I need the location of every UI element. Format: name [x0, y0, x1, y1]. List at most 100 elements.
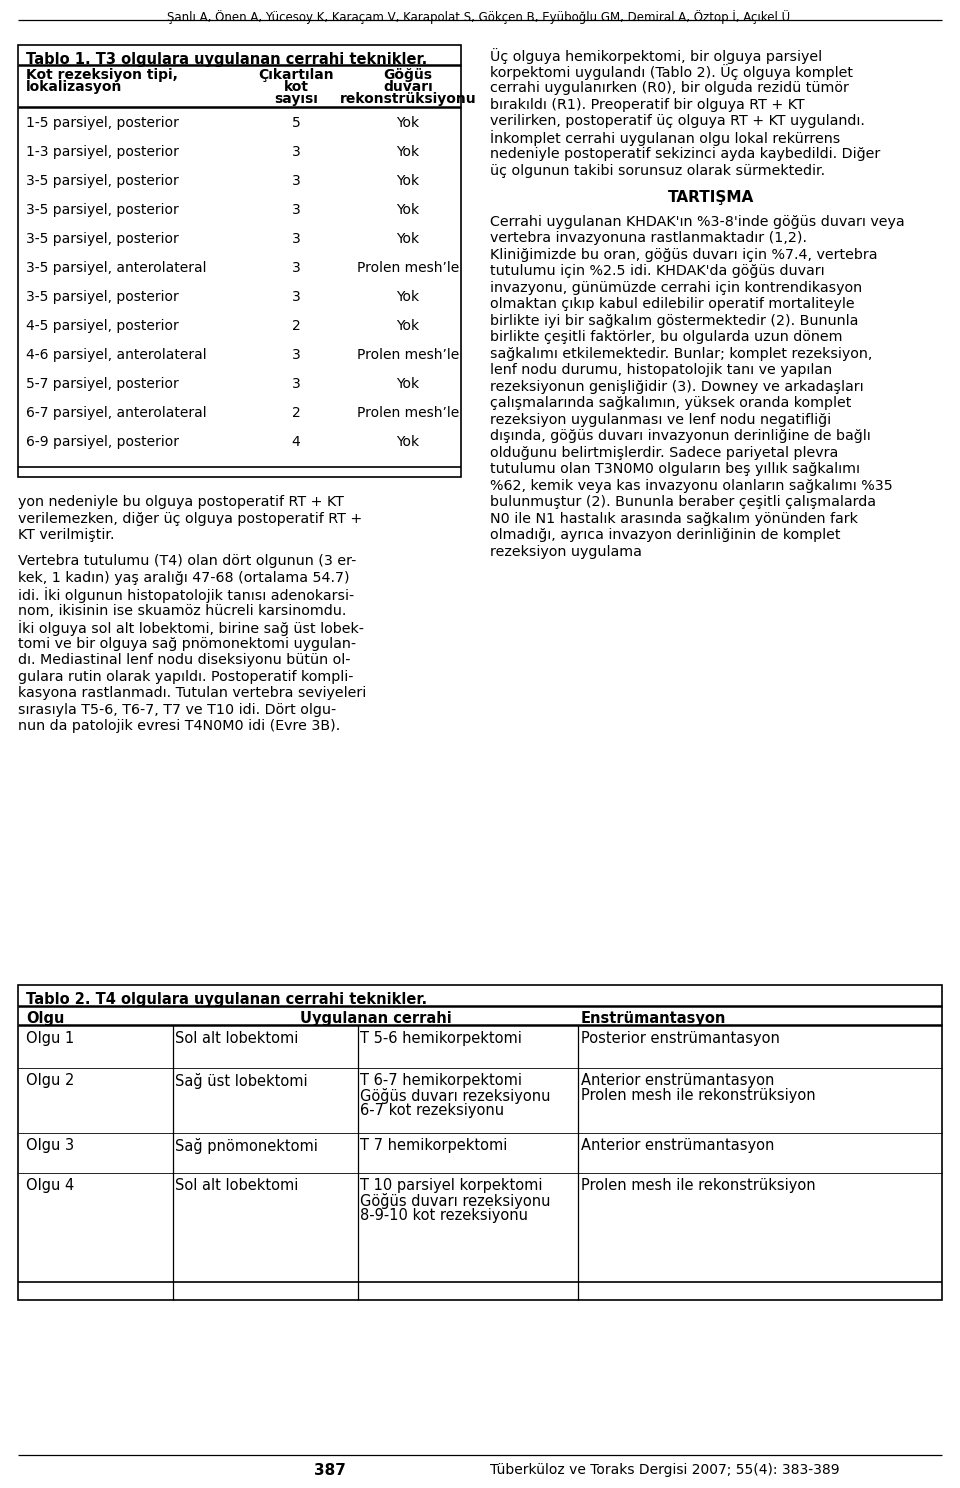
Text: nom, ikisinin ise skuamöz hücreli karsinomdu.: nom, ikisinin ise skuamöz hücreli karsin…	[18, 604, 347, 618]
Text: rekonstrüksiyonu: rekonstrüksiyonu	[340, 92, 476, 106]
Text: dı. Mediastinal lenf nodu diseksiyonu bütün ol-: dı. Mediastinal lenf nodu diseksiyonu bü…	[18, 653, 350, 668]
Text: 5-7 parsiyel, posterior: 5-7 parsiyel, posterior	[26, 376, 179, 391]
Text: Olgu 3: Olgu 3	[26, 1138, 74, 1153]
Text: kek, 1 kadın) yaş aralığı 47-68 (ortalama 54.7): kek, 1 kadın) yaş aralığı 47-68 (ortalam…	[18, 571, 349, 585]
Text: verilemezken, diğer üç olguya postoperatif RT +: verilemezken, diğer üç olguya postoperat…	[18, 512, 362, 525]
Text: birlikte çeşitli faktörler, bu olgularda uzun dönem: birlikte çeşitli faktörler, bu olgularda…	[490, 330, 843, 344]
Text: çalışmalarında sağkalımın, yüksek oranda komplet: çalışmalarında sağkalımın, yüksek oranda…	[490, 396, 852, 411]
Text: verilirken, postoperatif üç olguya RT + KT uygulandı.: verilirken, postoperatif üç olguya RT + …	[490, 115, 865, 128]
Text: Sol alt lobektomi: Sol alt lobektomi	[175, 1031, 299, 1046]
Text: tomi ve bir olguya sağ pnömonektomi uygulan-: tomi ve bir olguya sağ pnömonektomi uygu…	[18, 637, 356, 650]
Text: Yok: Yok	[396, 174, 420, 187]
Text: Anterior enstrümantasyon: Anterior enstrümantasyon	[581, 1138, 775, 1153]
Text: KT verilmiştir.: KT verilmiştir.	[18, 528, 114, 542]
Text: 2: 2	[292, 318, 300, 333]
Text: kasyona rastlanmadı. Tutulan vertebra seviyeleri: kasyona rastlanmadı. Tutulan vertebra se…	[18, 686, 367, 701]
Text: 3: 3	[292, 174, 300, 187]
Text: sayısı: sayısı	[274, 92, 318, 106]
Text: 1-5 parsiyel, posterior: 1-5 parsiyel, posterior	[26, 116, 179, 129]
Text: 3-5 parsiyel, posterior: 3-5 parsiyel, posterior	[26, 232, 179, 246]
Text: Olgu: Olgu	[26, 1010, 64, 1027]
Text: Prolen mesh ile rekonstrüksiyon: Prolen mesh ile rekonstrüksiyon	[581, 1088, 816, 1103]
Text: sağkalımı etkilemektedir. Bunlar; komplet rezeksiyon,: sağkalımı etkilemektedir. Bunlar; komple…	[490, 347, 873, 360]
Bar	[18, 985, 942, 1301]
Text: 3: 3	[292, 260, 300, 275]
Text: bırakıldı (R1). Preoperatif bir olguya RT + KT: bırakıldı (R1). Preoperatif bir olguya R…	[490, 98, 804, 112]
Text: Sağ pnömonektomi: Sağ pnömonektomi	[175, 1138, 318, 1155]
Text: idi. İki olgunun histopatolojik tanısı adenokarsi-: idi. İki olgunun histopatolojik tanısı a…	[18, 588, 354, 603]
Text: TARTIŞMA: TARTIŞMA	[668, 190, 755, 205]
Text: Sol alt lobektomi: Sol alt lobektomi	[175, 1178, 299, 1193]
Text: Vertebra tutulumu (T4) olan dört olgunun (3 er-: Vertebra tutulumu (T4) olan dört olgunun…	[18, 555, 356, 568]
Text: Yok: Yok	[396, 318, 420, 333]
Text: Enstrümantasyon: Enstrümantasyon	[581, 1010, 727, 1027]
Text: İki olguya sol alt lobektomi, birine sağ üst lobek-: İki olguya sol alt lobektomi, birine sağ…	[18, 620, 364, 637]
Text: lenf nodu durumu, histopatolojik tanı ve yapılan: lenf nodu durumu, histopatolojik tanı ve…	[490, 363, 832, 376]
Text: Prolen mesh’le: Prolen mesh’le	[357, 348, 459, 362]
Text: dışında, göğüs duvarı invazyonun derinliğine de bağlı: dışında, göğüs duvarı invazyonun derinli…	[490, 429, 871, 443]
Text: %62, kemik veya kas invazyonu olanların sağkalımı %35: %62, kemik veya kas invazyonu olanların …	[490, 479, 893, 493]
Text: 1-3 parsiyel, posterior: 1-3 parsiyel, posterior	[26, 144, 179, 159]
Text: T 5-6 hemikorpektomi: T 5-6 hemikorpektomi	[360, 1031, 522, 1046]
Text: 2: 2	[292, 406, 300, 420]
Text: 6-7 kot rezeksiyonu: 6-7 kot rezeksiyonu	[360, 1103, 504, 1117]
Text: olmaktan çıkıp kabul edilebilir operatif mortaliteyle: olmaktan çıkıp kabul edilebilir operatif…	[490, 298, 854, 311]
Text: Üç olguya hemikorpektomi, bir olguya parsiyel: Üç olguya hemikorpektomi, bir olguya par…	[490, 48, 822, 64]
Bar	[18, 45, 461, 478]
Text: olmadığı, ayrıca invazyon derinliğinin de komplet: olmadığı, ayrıca invazyon derinliğinin d…	[490, 528, 841, 542]
Text: 3: 3	[292, 144, 300, 159]
Text: rezeksiyon uygulanması ve lenf nodu negatifliği: rezeksiyon uygulanması ve lenf nodu nega…	[490, 412, 831, 427]
Text: Cerrahi uygulanan KHDAK'ın %3-8'inde göğüs duvarı veya: Cerrahi uygulanan KHDAK'ın %3-8'inde göğ…	[490, 214, 904, 229]
Text: tutulumu olan T3N0M0 olguların beş yıllık sağkalımı: tutulumu olan T3N0M0 olguların beş yıllı…	[490, 463, 860, 476]
Text: Posterior enstrümantasyon: Posterior enstrümantasyon	[581, 1031, 780, 1046]
Text: Sağ üst lobektomi: Sağ üst lobektomi	[175, 1073, 307, 1089]
Text: nedeniyle postoperatif sekizinci ayda kaybedildi. Diğer: nedeniyle postoperatif sekizinci ayda ka…	[490, 147, 880, 161]
Text: T 10 parsiyel korpektomi: T 10 parsiyel korpektomi	[360, 1178, 542, 1193]
Text: korpektomi uygulandı (Tablo 2). Üç olguya komplet: korpektomi uygulandı (Tablo 2). Üç olguy…	[490, 64, 853, 80]
Text: duvarı: duvarı	[383, 80, 433, 94]
Text: Şanlı A, Önen A, Yücesoy K, Karaçam V, Karapolat S, Gökçen B, Eyüboğlu GM, Demir: Şanlı A, Önen A, Yücesoy K, Karaçam V, K…	[167, 10, 793, 24]
Text: 3-5 parsiyel, posterior: 3-5 parsiyel, posterior	[26, 290, 179, 304]
Text: N0 ile N1 hastalık arasında sağkalım yönünden fark: N0 ile N1 hastalık arasında sağkalım yön…	[490, 512, 858, 525]
Text: tutulumu için %2.5 idi. KHDAK'da göğüs duvarı: tutulumu için %2.5 idi. KHDAK'da göğüs d…	[490, 265, 825, 278]
Text: T 6-7 hemikorpektomi: T 6-7 hemikorpektomi	[360, 1073, 522, 1088]
Text: 6-7 parsiyel, anterolateral: 6-7 parsiyel, anterolateral	[26, 406, 206, 420]
Text: nun da patolojik evresi T4N0M0 idi (Evre 3B).: nun da patolojik evresi T4N0M0 idi (Evre…	[18, 719, 340, 734]
Text: 3: 3	[292, 232, 300, 246]
Text: rezeksiyon uygulama: rezeksiyon uygulama	[490, 545, 642, 558]
Text: Tablo 1. T3 olgulara uygulanan cerrahi teknikler.: Tablo 1. T3 olgulara uygulanan cerrahi t…	[26, 52, 427, 67]
Text: 4-5 parsiyel, posterior: 4-5 parsiyel, posterior	[26, 318, 179, 333]
Text: 3-5 parsiyel, posterior: 3-5 parsiyel, posterior	[26, 174, 179, 187]
Text: Göğüs duvarı rezeksiyonu: Göğüs duvarı rezeksiyonu	[360, 1088, 550, 1104]
Text: İnkomplet cerrahi uygulanan olgu lokal rekürrens: İnkomplet cerrahi uygulanan olgu lokal r…	[490, 131, 840, 146]
Text: 387: 387	[314, 1463, 346, 1478]
Text: Yok: Yok	[396, 144, 420, 159]
Text: 3: 3	[292, 376, 300, 391]
Text: 5: 5	[292, 116, 300, 129]
Text: Göğüs: Göğüs	[383, 68, 433, 82]
Text: Yok: Yok	[396, 116, 420, 129]
Text: vertebra invazyonuna rastlanmaktadır (1,2).: vertebra invazyonuna rastlanmaktadır (1,…	[490, 231, 807, 246]
Text: Tüberküloz ve Toraks Dergisi 2007; 55(4): 383-389: Tüberküloz ve Toraks Dergisi 2007; 55(4)…	[490, 1463, 840, 1478]
Text: üç olgunun takibi sorunsuz olarak sürmektedir.: üç olgunun takibi sorunsuz olarak sürmek…	[490, 164, 826, 177]
Text: 8-9-10 kot rezeksiyonu: 8-9-10 kot rezeksiyonu	[360, 1208, 528, 1223]
Text: Yok: Yok	[396, 434, 420, 449]
Text: 3: 3	[292, 348, 300, 362]
Text: gulara rutin olarak yapıldı. Postoperatif kompli-: gulara rutin olarak yapıldı. Postoperati…	[18, 670, 353, 684]
Text: Yok: Yok	[396, 202, 420, 217]
Text: olduğunu belirtmişlerdir. Sadece pariyetal plevra: olduğunu belirtmişlerdir. Sadece pariyet…	[490, 445, 838, 460]
Text: 3: 3	[292, 290, 300, 304]
Text: Prolen mesh’le: Prolen mesh’le	[357, 406, 459, 420]
Text: Yok: Yok	[396, 232, 420, 246]
Text: birlikte iyi bir sağkalım göstermektedir (2). Bununla: birlikte iyi bir sağkalım göstermektedir…	[490, 314, 858, 327]
Text: Tablo 2. T4 olgulara uygulanan cerrahi teknikler.: Tablo 2. T4 olgulara uygulanan cerrahi t…	[26, 992, 427, 1007]
Text: yon nedeniyle bu olguya postoperatif RT + KT: yon nedeniyle bu olguya postoperatif RT …	[18, 496, 344, 509]
Text: 3-5 parsiyel, posterior: 3-5 parsiyel, posterior	[26, 202, 179, 217]
Text: Prolen mesh’le: Prolen mesh’le	[357, 260, 459, 275]
Text: Anterior enstrümantasyon: Anterior enstrümantasyon	[581, 1073, 775, 1088]
Text: 4: 4	[292, 434, 300, 449]
Text: T 7 hemikorpektomi: T 7 hemikorpektomi	[360, 1138, 508, 1153]
Text: bulunmuştur (2). Bununla beraber çeşitli çalışmalarda: bulunmuştur (2). Bununla beraber çeşitli…	[490, 496, 876, 509]
Text: cerrahi uygulanırken (R0), bir olguda rezidü tümör: cerrahi uygulanırken (R0), bir olguda re…	[490, 80, 849, 95]
Text: Kot rezeksiyon tipi,: Kot rezeksiyon tipi,	[26, 68, 178, 82]
